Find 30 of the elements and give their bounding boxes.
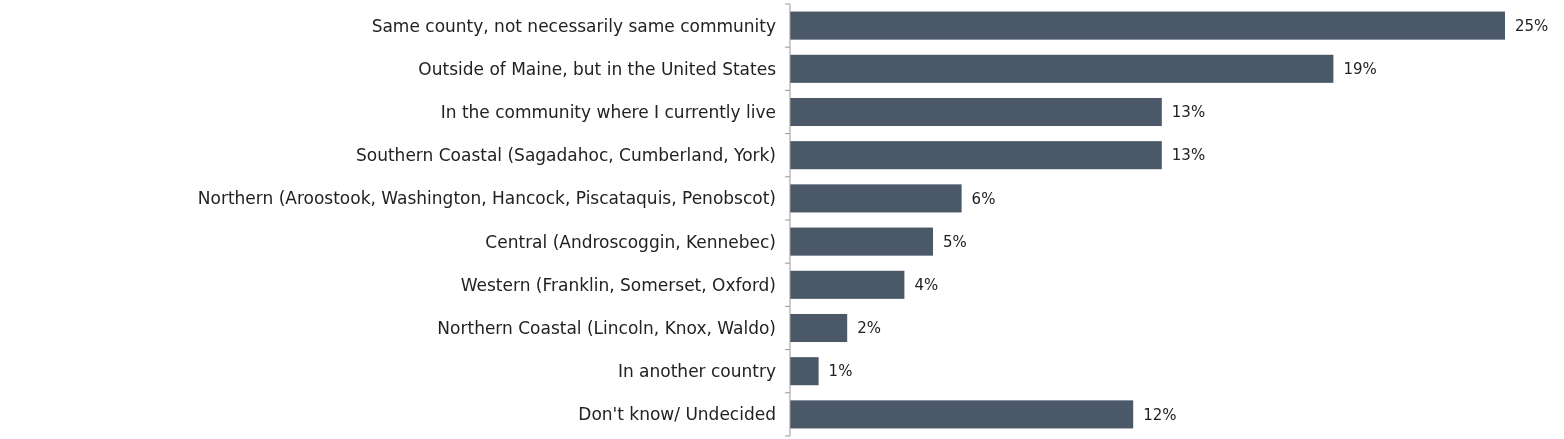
y-tick-label: Same county, not necessarily same community bbox=[371, 15, 776, 36]
y-tick-label: Central (Androscoggin, Kennebec) bbox=[485, 231, 776, 252]
data-label: 12% bbox=[1143, 405, 1177, 424]
data-label: 6% bbox=[971, 189, 996, 208]
bar bbox=[790, 97, 1162, 127]
y-tick-label: Northern Coastal (Lincoln, Knox, Waldo) bbox=[437, 317, 776, 338]
bar bbox=[790, 313, 848, 343]
data-label: 13% bbox=[1171, 146, 1206, 165]
y-tick-label: Outside of Maine, but in the United States bbox=[418, 58, 777, 79]
data-label: 19% bbox=[1343, 60, 1377, 79]
y-tick-label: Don't know/ Undecided bbox=[578, 404, 776, 425]
data-label: 1% bbox=[828, 362, 853, 381]
data-label: 13% bbox=[1171, 103, 1206, 122]
y-tick-label: In the community where I currently live bbox=[440, 101, 776, 122]
bar bbox=[790, 227, 933, 256]
bar bbox=[790, 357, 819, 386]
y-tick-label: Northern (Aroostook, Washington, Hancock, Piscataquis, Penobscot) bbox=[197, 188, 776, 209]
data-label: 2% bbox=[857, 319, 881, 338]
data-label: 4% bbox=[914, 276, 939, 295]
bar bbox=[790, 400, 1134, 429]
y-tick-label: Southern Coastal (Sagadahoc, Cumberland, York) bbox=[355, 145, 776, 166]
bar bbox=[790, 270, 905, 299]
bar bbox=[790, 184, 962, 213]
bar bbox=[790, 54, 1334, 83]
data-label: 5% bbox=[943, 232, 967, 251]
y-tick-label: In another country bbox=[617, 361, 776, 382]
bar bbox=[790, 141, 1162, 170]
data-label: 25% bbox=[1515, 16, 1549, 35]
y-tick-label: Western (Franklin, Somerset, Oxford) bbox=[460, 274, 776, 295]
bar bbox=[790, 11, 1505, 40]
